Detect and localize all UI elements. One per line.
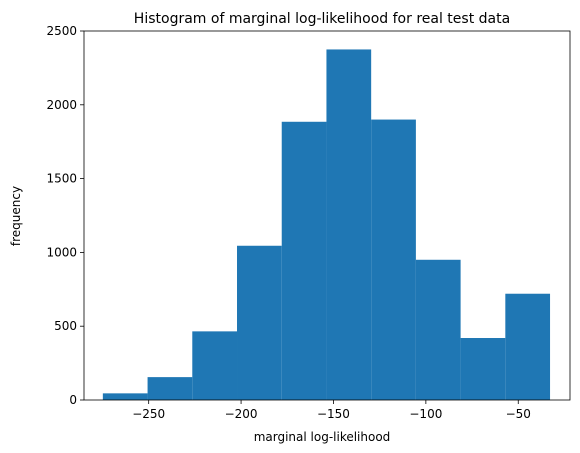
histogram-bar-0 (102, 393, 148, 400)
y-tick-label: 0 (69, 393, 77, 407)
x-tick-label: −250 (132, 407, 165, 421)
x-axis-ticks: −250 −200 −150 −100 −50 (132, 400, 531, 421)
plot-frame (83, 30, 571, 401)
histogram-bar-2 (192, 331, 238, 400)
x-tick-label: −200 (225, 407, 258, 421)
histogram-bar-8 (460, 338, 506, 400)
histogram-bar-5 (326, 49, 372, 400)
chart-title: Histogram of marginal log-likelihood for… (134, 11, 510, 27)
histogram-bar-9 (505, 293, 551, 400)
y-axis-ticks: 0 500 1000 1500 2000 2500 (46, 24, 84, 407)
y-tick-label: 1000 (46, 245, 77, 259)
x-tick-label: −100 (409, 407, 442, 421)
x-tick-label: −50 (506, 407, 531, 421)
y-tick-label: 500 (54, 319, 77, 333)
histogram-bar-1 (147, 377, 193, 400)
y-tick-label: 2000 (46, 98, 77, 112)
histogram-bar-3 (237, 245, 282, 400)
x-axis-label: marginal log-likelihood (254, 430, 391, 444)
y-axis-label: frequency (9, 186, 23, 246)
y-tick-label: 2500 (46, 24, 77, 38)
histogram-bar-7 (415, 259, 461, 400)
bars-group (102, 49, 551, 401)
histogram-bar-4 (281, 121, 327, 401)
y-tick-label: 1500 (46, 172, 77, 186)
histogram-bar-6 (371, 119, 416, 400)
x-tick-label: −150 (317, 407, 350, 421)
